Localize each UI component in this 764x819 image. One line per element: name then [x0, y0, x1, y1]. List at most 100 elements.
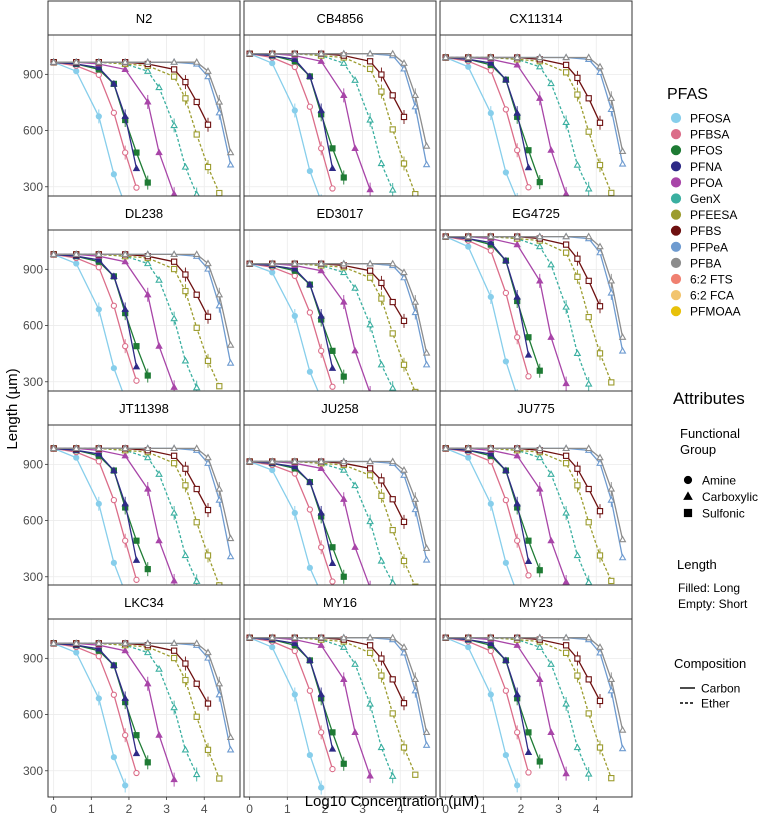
- data-point: [328, 745, 337, 752]
- series-line: [445, 637, 624, 731]
- data-point: [389, 330, 396, 337]
- data-point: [513, 53, 521, 61]
- data-point: [618, 744, 627, 752]
- data-point: [291, 647, 298, 655]
- data-point: [328, 164, 337, 171]
- data-point: [377, 556, 386, 564]
- legend-swatch: [670, 306, 682, 317]
- data-point: [411, 102, 420, 110]
- legend-key-PFOSA: PFOSA: [670, 112, 731, 126]
- data-point: [291, 470, 298, 477]
- data-point: [366, 642, 374, 649]
- data-point: [388, 384, 397, 391]
- series-line: [53, 642, 138, 754]
- x-tick-label: 4: [201, 802, 208, 816]
- data-point: [110, 109, 118, 116]
- data-point: [340, 373, 347, 380]
- series-line: [53, 642, 138, 774]
- data-point: [487, 639, 495, 646]
- data-point: [306, 103, 314, 110]
- data-point: [121, 694, 129, 702]
- data-point: [317, 633, 325, 641]
- data-point: [49, 639, 58, 646]
- data-point: [378, 477, 385, 484]
- data-point: [291, 312, 298, 320]
- series-PFBA: [245, 457, 431, 551]
- legend: PFAS PFOSA PFBSA PFOS PFNA PFOA GenX PFEESA PFB…: [667, 86, 758, 711]
- data-point: [574, 91, 581, 98]
- data-point: [143, 58, 152, 65]
- series-line: [53, 61, 138, 169]
- data-point: [121, 250, 129, 257]
- data-point: [143, 648, 152, 656]
- data-point: [573, 551, 582, 559]
- legend-composition-title: Composition: [674, 656, 746, 671]
- data-point: [95, 644, 103, 652]
- legend-label: Carbon: [701, 682, 740, 696]
- x-tick-label: 1: [88, 802, 95, 816]
- data-point: [193, 98, 200, 106]
- data-point: [400, 268, 408, 276]
- data-point: [329, 145, 336, 152]
- data-point: [584, 232, 593, 240]
- data-point: [144, 485, 152, 492]
- data-point: [351, 76, 359, 83]
- data-point: [132, 556, 141, 563]
- y-tick-label: 600: [23, 514, 43, 528]
- data-point: [502, 75, 510, 83]
- data-point: [524, 557, 533, 564]
- data-point: [596, 508, 604, 515]
- data-point: [562, 578, 570, 585]
- data-point: [513, 641, 521, 648]
- data-point: [170, 265, 178, 273]
- data-point: [144, 179, 151, 186]
- data-point: [204, 453, 212, 461]
- series-PFBA: [441, 53, 627, 154]
- data-point: [133, 576, 140, 583]
- data-point: [72, 639, 81, 646]
- x-tick-label: 2: [518, 802, 525, 816]
- data-point: [366, 457, 374, 465]
- data-point: [535, 453, 544, 461]
- data-point: [464, 633, 473, 641]
- data-point: [170, 444, 178, 452]
- data-point: [487, 449, 495, 457]
- facet-strip-label: CX11314: [509, 11, 562, 26]
- data-point: [574, 74, 581, 82]
- data-point: [524, 350, 533, 358]
- data-point: [182, 482, 189, 489]
- data-point: [192, 577, 201, 584]
- data-point: [143, 639, 152, 646]
- data-point: [441, 53, 450, 61]
- data-point: [95, 250, 103, 257]
- y-tick-label: 900: [23, 457, 43, 471]
- data-point: [317, 259, 325, 267]
- data-point: [585, 277, 592, 285]
- x-tick-label: 2: [126, 802, 133, 816]
- data-point: [291, 55, 299, 62]
- data-point: [596, 697, 604, 705]
- legend-length-empty: Empty: Short: [678, 597, 748, 611]
- x-axis-title: Log10 Concentration (µM): [305, 793, 480, 810]
- data-point: [618, 159, 627, 167]
- legend-swatch: [670, 161, 682, 172]
- legend-label: Carboxylic: [702, 490, 758, 504]
- legend-swatch: [670, 177, 682, 188]
- data-point: [72, 250, 81, 257]
- facet-strip: [439, 195, 633, 231]
- series-line: [445, 447, 530, 562]
- data-point: [574, 273, 581, 280]
- data-point: [181, 745, 190, 753]
- legend-swatch: [670, 145, 682, 156]
- data-point: [155, 275, 163, 283]
- data-point: [535, 643, 544, 650]
- series-line: [445, 637, 530, 753]
- series-PFOSA: [246, 50, 325, 209]
- data-point: [378, 88, 385, 95]
- data-point: [351, 144, 359, 151]
- legend-label: Sulfonic: [702, 507, 745, 521]
- data-point: [585, 676, 592, 683]
- legend-group-sulfonic: Sulfonic: [683, 507, 745, 521]
- data-point: [291, 272, 298, 280]
- data-point: [340, 760, 347, 767]
